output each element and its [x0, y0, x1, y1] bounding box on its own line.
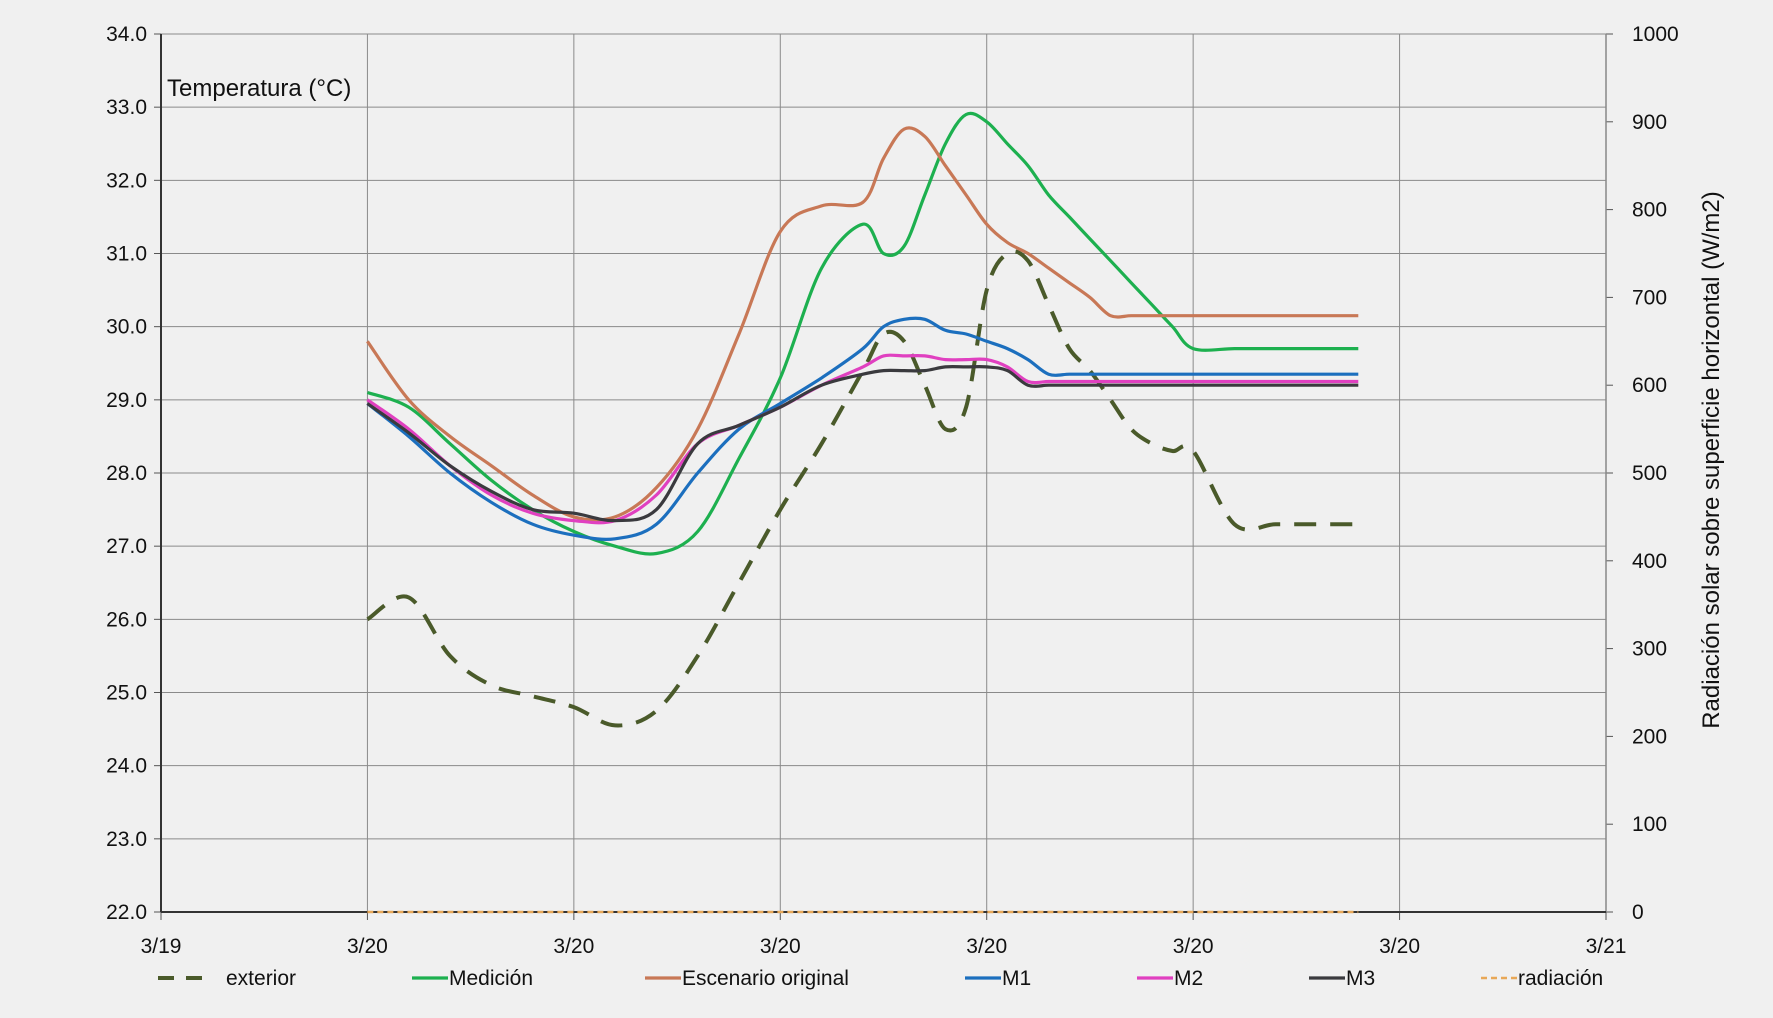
x-tick-label: 3/20: [553, 935, 594, 958]
y-tick-label: 22.0: [106, 901, 147, 924]
x-tick-label: 3/20: [1379, 935, 1420, 958]
y2-axis-title: Radiación solar sobre superficie horizon…: [1698, 191, 1725, 729]
y2-tick-label: 0: [1632, 901, 1644, 924]
x-tick-label: 3/20: [760, 935, 801, 958]
y-tick-label: 25.0: [106, 682, 147, 705]
legend-label: M3: [1346, 967, 1375, 990]
grid: [160, 33, 1607, 913]
x-tick-label: 3/20: [966, 935, 1007, 958]
y2-tick-label: 300: [1632, 638, 1667, 661]
y-tick-label: 31.0: [106, 243, 147, 266]
y-axis-title: Temperatura (°C): [167, 75, 351, 102]
y2-tick-label: 400: [1632, 550, 1667, 573]
series-line-m2: [366, 353, 1359, 525]
legend-label: M1: [1002, 967, 1031, 990]
x-tick-label: 3/19: [141, 935, 182, 958]
legend-label: Escenario original: [682, 967, 849, 990]
y2-tick-label: 1000: [1632, 23, 1679, 46]
y-tick-label: 26.0: [106, 608, 147, 631]
legend-label: exterior: [226, 967, 296, 990]
y-tick-label: 23.0: [106, 828, 147, 851]
y-tick-label: 34.0: [106, 23, 147, 46]
y-tick-label: 24.0: [106, 755, 147, 778]
y2-tick-label: 800: [1632, 199, 1667, 222]
y2-tick-label: 700: [1632, 286, 1667, 309]
y2-tick-label: 500: [1632, 462, 1667, 485]
x-tick-label: 3/21: [1586, 935, 1627, 958]
y-tick-label: 32.0: [106, 169, 147, 192]
x-tick-label: 3/20: [347, 935, 388, 958]
y2-tick-label: 200: [1632, 725, 1667, 748]
series-line-m3: [366, 365, 1359, 523]
legend-label: radiación: [1518, 967, 1603, 990]
series-line-exterior: [366, 249, 1359, 728]
y-tick-label: 30.0: [106, 316, 147, 339]
y2-tick-label: 600: [1632, 374, 1667, 397]
y-tick-label: 27.0: [106, 535, 147, 558]
tick-labels: 22.0 23.0 24.0 25.0 26.0 27.0 28.0 29.0 30.0 31.0…: [106, 23, 1679, 958]
series-layer: [366, 111, 1359, 914]
y2-tick-label: 100: [1632, 813, 1667, 836]
x-tick-label: 3/20: [1173, 935, 1214, 958]
series-line-escenario-original: [366, 126, 1359, 522]
series-line-m1: [366, 316, 1359, 541]
y-tick-label: 33.0: [106, 96, 147, 119]
legend: exterior Medición Escenario original M1 M2 M3…: [158, 967, 1603, 990]
legend-label: M2: [1174, 967, 1203, 990]
y-tick-label: 29.0: [106, 389, 147, 412]
legend-label: Medición: [449, 967, 533, 990]
y2-tick-label: 900: [1632, 111, 1667, 134]
y-tick-label: 28.0: [106, 462, 147, 485]
